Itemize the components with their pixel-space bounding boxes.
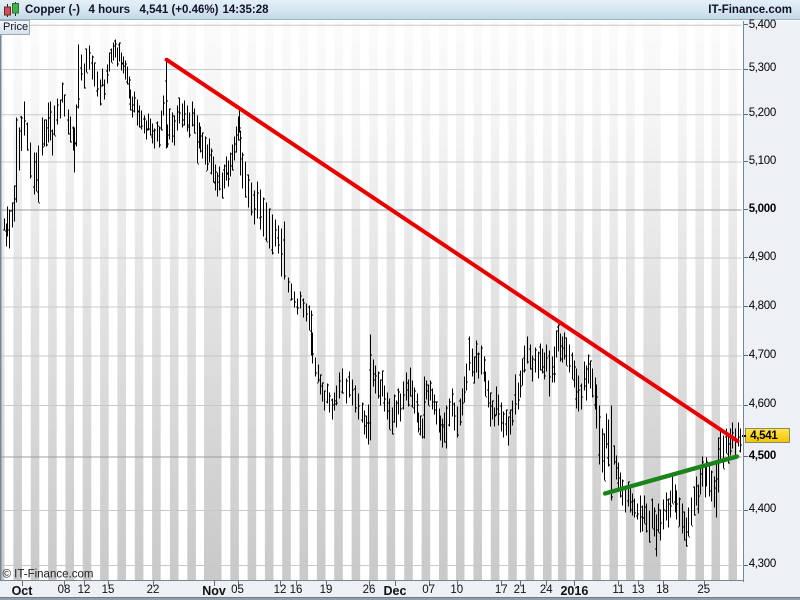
svg-text:© IT-Finance.com: © IT-Finance.com [3,568,94,580]
